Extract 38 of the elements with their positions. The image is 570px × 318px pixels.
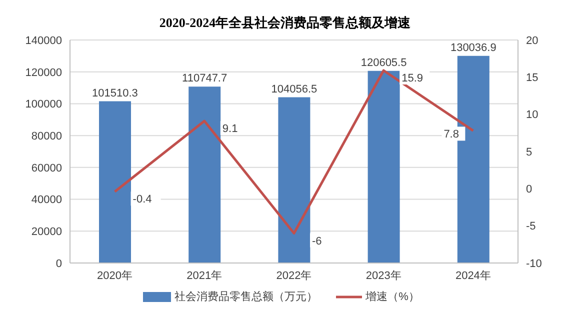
y2-tick-label: 20	[526, 34, 538, 47]
legend-label: 增速（%）	[366, 290, 420, 304]
y-tick-label: 80000	[31, 130, 62, 142]
y2-tick-label: -10	[526, 258, 542, 270]
data-label: 7.8	[444, 128, 459, 141]
x-tick-label: 2024年	[455, 270, 491, 282]
data-label: 104056.5	[271, 83, 318, 96]
x-tick-label: 2022年	[276, 270, 312, 282]
chart-title: 2020-2024年全县社会消费品零售总额及增速	[158, 14, 412, 32]
data-label: 130036.9	[450, 42, 496, 54]
bar	[457, 56, 490, 263]
y-tick-label: 40000	[31, 194, 62, 206]
bar	[99, 101, 131, 263]
y-tick-label: 120000	[25, 66, 62, 79]
x-tick-label: 2021年	[186, 270, 222, 282]
y2-tick-label: 15	[526, 72, 538, 84]
x-tick-label: 2023年	[366, 270, 402, 282]
bar	[278, 97, 310, 263]
y2-tick-label: 10	[526, 109, 538, 122]
data-label: 9.1	[222, 123, 238, 136]
y-tick-label: 0	[56, 258, 62, 270]
data-label: 101510.3	[92, 87, 138, 100]
y2-tick-label: 5	[526, 146, 532, 158]
y-tick-label: 20000	[31, 226, 62, 238]
x-tick-label: 2020年	[97, 270, 133, 282]
bar	[368, 70, 400, 263]
legend-label: 社会消费品零售总额（万元）	[174, 290, 318, 304]
y-tick-label: 140000	[25, 34, 62, 47]
data-label: 120605.5	[360, 56, 407, 69]
y2-tick-label: 0	[526, 184, 532, 196]
data-label: -0.4	[132, 194, 152, 206]
data-label: 15.9	[402, 72, 424, 84]
data-label: -6	[312, 235, 322, 248]
y-tick-label: 60000	[31, 162, 62, 174]
y-tick-label: 100000	[25, 98, 62, 111]
bar	[188, 86, 221, 263]
y2-tick-label: -5	[526, 220, 536, 233]
data-label: 110747.7	[182, 72, 228, 85]
